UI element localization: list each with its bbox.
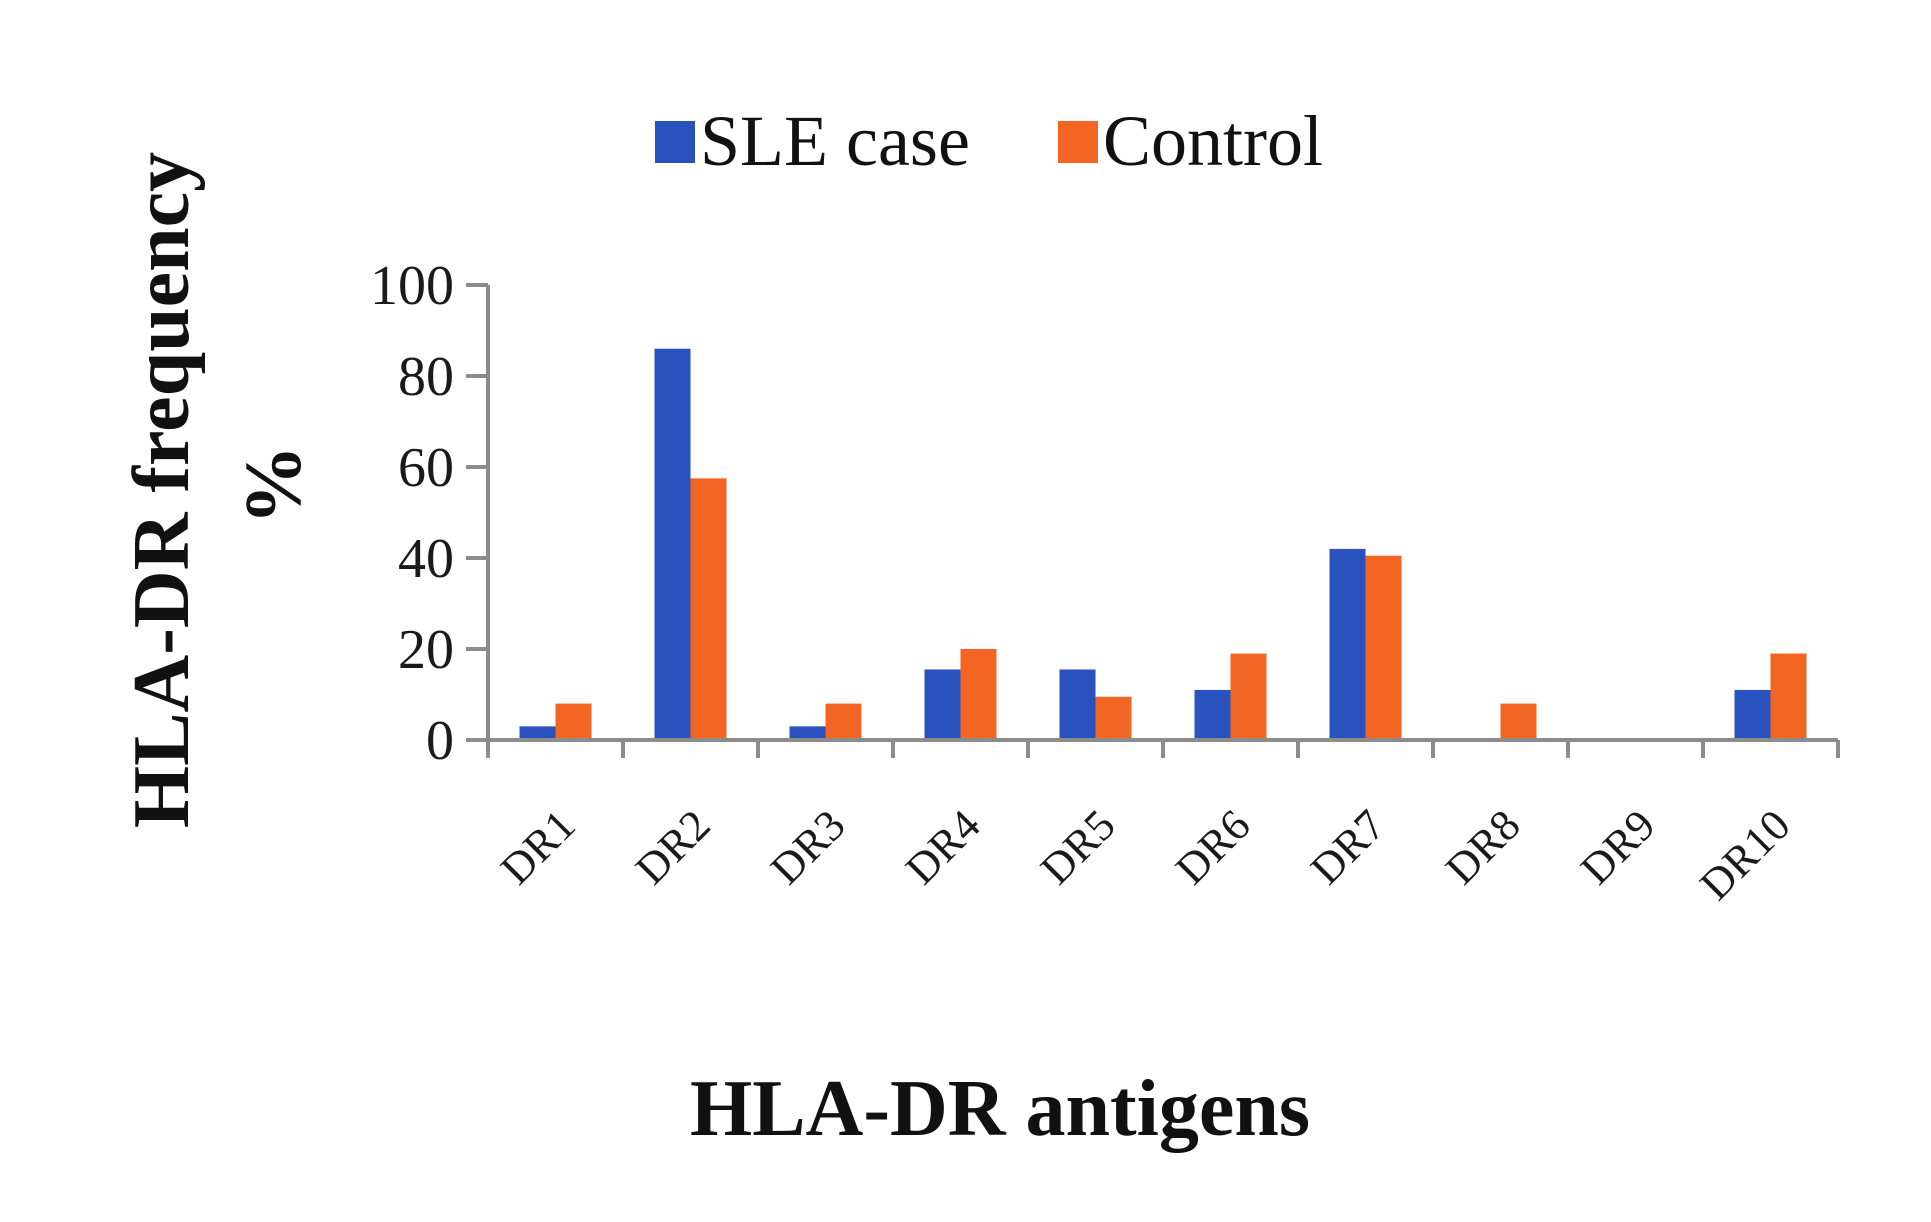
y-tick-label: 100	[370, 255, 454, 317]
x-axis: DR1 DR2 DR3 DR4 DR5 DR6 DR7 DR8 DR9 DR10	[486, 738, 1840, 909]
bar-sle-case-dr5	[1059, 669, 1096, 740]
y-tick-label: 80	[398, 346, 454, 408]
bar-sle-case-dr1	[519, 726, 556, 740]
x-axis-title: HLA-DR antigens	[690, 1065, 1310, 1153]
y-axis-title-line1: HLA-DR frequency	[118, 152, 206, 828]
legend: SLE case Control	[655, 101, 1323, 181]
bars	[519, 348, 1807, 740]
y-axis: 0 20 40 60 80 100	[370, 255, 490, 772]
x-category-label: DR4	[896, 800, 989, 893]
bar-control-dr8	[1500, 703, 1537, 740]
bar-control-dr6	[1230, 653, 1267, 740]
bar-sle-case-dr6	[1194, 689, 1231, 740]
bar-sle-case-dr4	[924, 669, 961, 740]
y-axis-title-line2: %	[230, 445, 318, 525]
legend-label-control: Control	[1103, 101, 1323, 181]
y-tick-label: 60	[398, 437, 454, 499]
y-tick-label: 0	[426, 710, 454, 772]
y-tick-label: 20	[398, 619, 454, 681]
bar-sle-case-dr3	[789, 726, 826, 740]
bar-control-dr5	[1095, 696, 1132, 740]
bar-control-dr1	[555, 703, 592, 740]
legend-swatch-control	[1058, 121, 1098, 163]
x-category-label: DR6	[1166, 800, 1259, 893]
x-category-label: DR1	[491, 800, 584, 893]
bar-sle-case-dr2	[654, 348, 691, 740]
x-category-label: DR10	[1691, 800, 1800, 909]
x-category-label: DR5	[1031, 800, 1124, 893]
y-tick-label: 40	[398, 528, 454, 590]
bar-control-dr4	[960, 649, 997, 740]
legend-swatch-sle-case	[655, 121, 695, 163]
x-category-label: DR2	[626, 800, 719, 893]
x-category-label: DR3	[761, 800, 854, 893]
bar-sle-case-dr7	[1329, 548, 1366, 740]
x-category-label: DR9	[1571, 800, 1664, 893]
x-category-label: DR8	[1436, 800, 1529, 893]
legend-label-sle-case: SLE case	[700, 101, 970, 181]
x-category-label: DR7	[1301, 800, 1394, 893]
bar-control-dr7	[1365, 555, 1402, 740]
bar-sle-case-dr10	[1734, 689, 1771, 740]
bar-control-dr10	[1770, 653, 1807, 740]
bar-control-dr2	[690, 478, 727, 740]
bar-control-dr3	[825, 703, 862, 740]
